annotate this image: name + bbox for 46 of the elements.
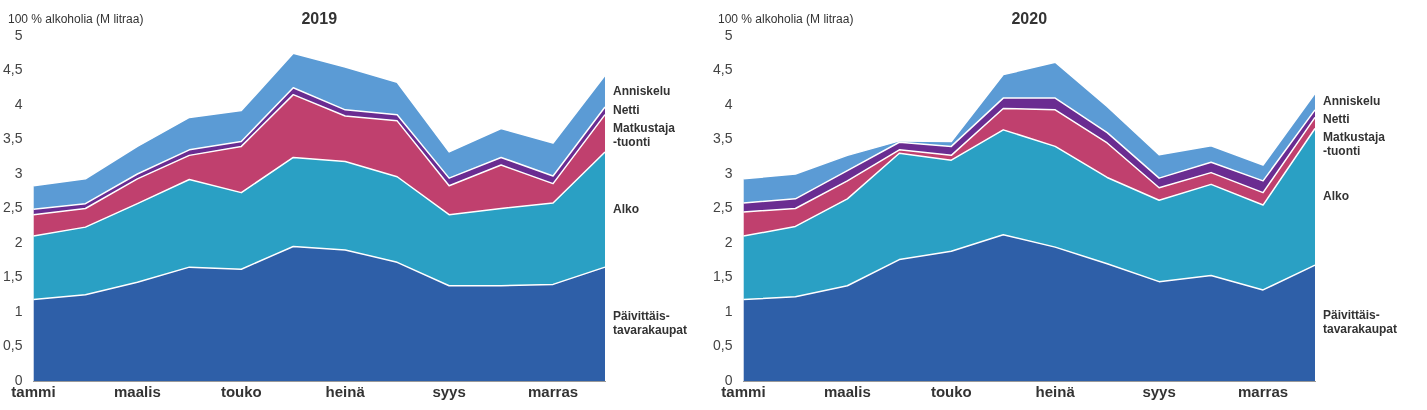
y-tick-label: 3,5 [712, 130, 733, 147]
x-tick-label: marras [528, 383, 579, 401]
chart-title: 2020 [1011, 10, 1048, 28]
series-label: Päivittäis- tavarakaupat [613, 309, 688, 338]
y-tick-label: 3,5 [2, 130, 23, 147]
x-tick-label: touko [220, 383, 262, 401]
y-tick-label: 1 [14, 302, 23, 319]
y-axis-title: 100 % alkoholia (M litraa) [8, 12, 144, 27]
x-tick-label: heinä [325, 383, 366, 401]
y-axis-title: 100 % alkoholia (M litraa) [718, 12, 854, 27]
series-label: Anniskelu [613, 83, 671, 98]
y-tick-label: 2 [14, 233, 23, 250]
x-tick-label: maalis [114, 383, 161, 401]
y-tick-label: 0 [14, 371, 23, 388]
series-label: Netti [1323, 111, 1350, 126]
series-label: Netti [613, 103, 640, 118]
y-tick-label: 2,5 [712, 199, 733, 216]
series-label: Alko [613, 201, 640, 216]
x-tick-label: syys [1142, 383, 1176, 401]
y-tick-label: 1,5 [712, 268, 733, 285]
y-tick-label: 0 [724, 371, 733, 388]
y-tick-label: 3 [724, 164, 733, 181]
x-tick-label: touko [930, 383, 972, 401]
series-label: Anniskelu [1323, 93, 1381, 108]
x-tick-label: maalis [824, 383, 871, 401]
chart-title: 2019 [301, 10, 338, 28]
y-tick-label: 0,5 [2, 337, 23, 354]
y-tick-label: 4,5 [2, 61, 23, 78]
y-tick-label: 1,5 [2, 268, 23, 285]
y-tick-label: 0,5 [712, 337, 733, 354]
y-tick-label: 2 [724, 233, 733, 250]
y-tick-label: 4 [14, 95, 23, 112]
y-tick-label: 5 [14, 26, 23, 43]
y-tick-label: 5 [724, 26, 733, 43]
series-label: Alko [1323, 189, 1350, 204]
y-tick-label: 3 [14, 164, 23, 181]
y-tick-label: 4,5 [712, 61, 733, 78]
y-tick-label: 2,5 [2, 199, 23, 216]
x-tick-label: marras [1238, 383, 1289, 401]
y-tick-label: 1 [724, 302, 733, 319]
series-label: Päivittäis- tavarakaupat [1323, 308, 1398, 337]
y-tick-label: 4 [724, 95, 733, 112]
x-tick-label: syys [432, 383, 466, 401]
series-label: Matkustaja -tuonti [1323, 129, 1386, 158]
series-label: Matkustaja -tuonti [613, 121, 676, 150]
x-tick-label: heinä [1035, 383, 1076, 401]
